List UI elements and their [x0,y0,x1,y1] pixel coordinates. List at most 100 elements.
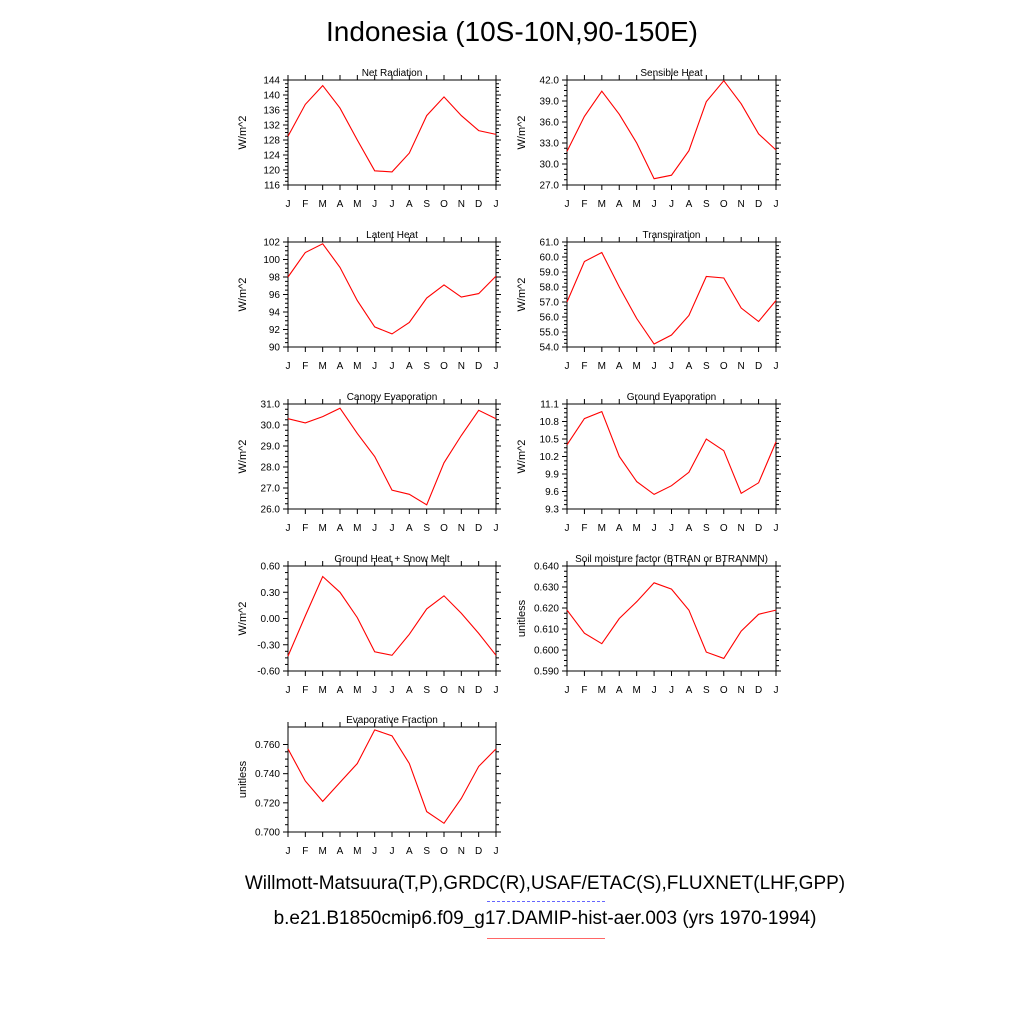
x-tick-label: A [406,199,413,210]
x-tick-label: F [302,846,308,857]
y-tick-label: 102 [263,238,280,249]
x-tick-label: J [494,199,499,210]
x-tick-label: M [353,199,361,210]
series-line [566,582,777,660]
x-tick-label: N [738,685,745,696]
x-tick-label: J [774,199,779,210]
y-axis-label: W/m^2 [516,440,528,474]
x-tick-label: A [337,685,344,696]
x-tick-label: J [286,846,291,857]
plot-frame [287,79,497,186]
x-tick-label: A [406,846,413,857]
y-tick-label: 136 [263,106,280,117]
y-tick-label: 28.0 [261,463,281,474]
x-tick-label: J [652,361,657,372]
x-tick-label: J [286,523,291,534]
y-tick-label: 0.700 [255,828,280,839]
x-tick-label: J [372,523,377,534]
y-tick-label: 56.0 [540,313,560,324]
x-tick-label: N [458,523,465,534]
y-tick-label: 94 [269,308,281,319]
x-tick-label: F [581,199,587,210]
x-tick-label: M [632,361,640,372]
y-tick-label: 55.0 [540,328,560,339]
y-tick-label: 54.0 [540,343,560,354]
y-tick-label: 0.610 [534,625,559,636]
y-tick-label: 144 [263,76,280,87]
x-tick-label: J [565,361,570,372]
x-tick-label: F [581,523,587,534]
y-axis-label: W/m^2 [237,278,249,312]
x-tick-label: M [318,846,326,857]
y-tick-label: 124 [263,151,280,162]
x-tick-label: J [494,361,499,372]
x-tick-label: M [318,523,326,534]
x-tick-label: O [720,685,728,696]
y-tick-label: 9.3 [545,505,559,516]
x-tick-label: O [440,685,448,696]
panel-title: Soil moisture factor (BTRAN or BTRANMN) [575,554,768,565]
x-tick-label: J [565,523,570,534]
y-tick-label: 57.0 [540,298,560,309]
x-tick-label: O [440,523,448,534]
y-tick-label: 10.5 [540,435,560,446]
x-tick-label: J [652,523,657,534]
panel-title: Ground Evaporation [627,392,717,403]
x-tick-label: D [475,199,482,210]
x-tick-label: M [318,199,326,210]
panel-title: Sensible Heat [640,68,702,79]
y-tick-label: 30.0 [261,421,281,432]
legend-model-line [487,938,605,939]
x-tick-label: J [390,361,395,372]
x-tick-label: O [440,199,448,210]
panel-title: Net Radiation [362,68,423,79]
panel-9: Evaporative Fraction 0.700 0.720 0.740 0.760… [237,715,501,857]
y-axis-label: W/m^2 [237,116,249,150]
y-tick-label: 90 [269,343,281,354]
x-tick-label: J [372,199,377,210]
x-tick-label: J [669,685,674,696]
y-tick-label: 140 [263,91,280,102]
y-tick-label: 9.6 [545,487,559,498]
x-tick-label: J [494,685,499,696]
panel-6: Ground Evaporation 9.3 9.6 9.9 10.2 10.5 10.8 1… [516,392,781,534]
x-tick-label: S [423,685,430,696]
x-tick-label: J [669,361,674,372]
y-tick-label: 58.0 [540,283,560,294]
x-tick-label: O [720,199,728,210]
panel-5: Canopy Evaporation 26.0 27.0 28.0 29.0 30.0 31… [237,392,501,534]
x-tick-label: M [318,361,326,372]
series-line [287,243,497,335]
x-tick-label: J [372,361,377,372]
x-tick-label: D [755,199,762,210]
plot-frame [566,403,777,510]
y-axis-label: unitless [237,760,249,798]
x-tick-label: A [686,199,693,210]
legend-observations-line [487,901,605,902]
y-tick-label: 30.0 [540,160,560,171]
x-tick-label: J [565,199,570,210]
y-tick-label: 0.30 [261,588,281,599]
x-tick-label: J [390,199,395,210]
y-tick-label: 92 [269,325,281,336]
y-tick-label: 0.640 [534,562,559,573]
legend-observations: Willmott-Matsuura(T,P),GRDC(R),USAF/ETAC… [244,873,846,894]
x-tick-label: M [632,523,640,534]
y-axis-label: W/m^2 [237,440,249,474]
y-tick-label: -0.60 [257,667,280,678]
plot-frame [566,565,777,672]
series-line [287,407,497,506]
panel-4: Transpiration 54.0 55.0 56.0 57.0 58.0 59.0 60.… [516,230,781,372]
y-tick-label: 128 [263,136,280,147]
x-tick-label: F [302,523,308,534]
x-tick-label: J [669,523,674,534]
x-tick-label: S [423,523,430,534]
y-tick-label: 36.0 [540,118,560,129]
panel-title: Canopy Evaporation [347,392,438,403]
x-tick-label: D [755,685,762,696]
y-axis-label: unitless [516,599,528,637]
x-tick-label: M [598,199,606,210]
y-axis-label: W/m^2 [237,602,249,636]
y-tick-label: 61.0 [540,238,560,249]
